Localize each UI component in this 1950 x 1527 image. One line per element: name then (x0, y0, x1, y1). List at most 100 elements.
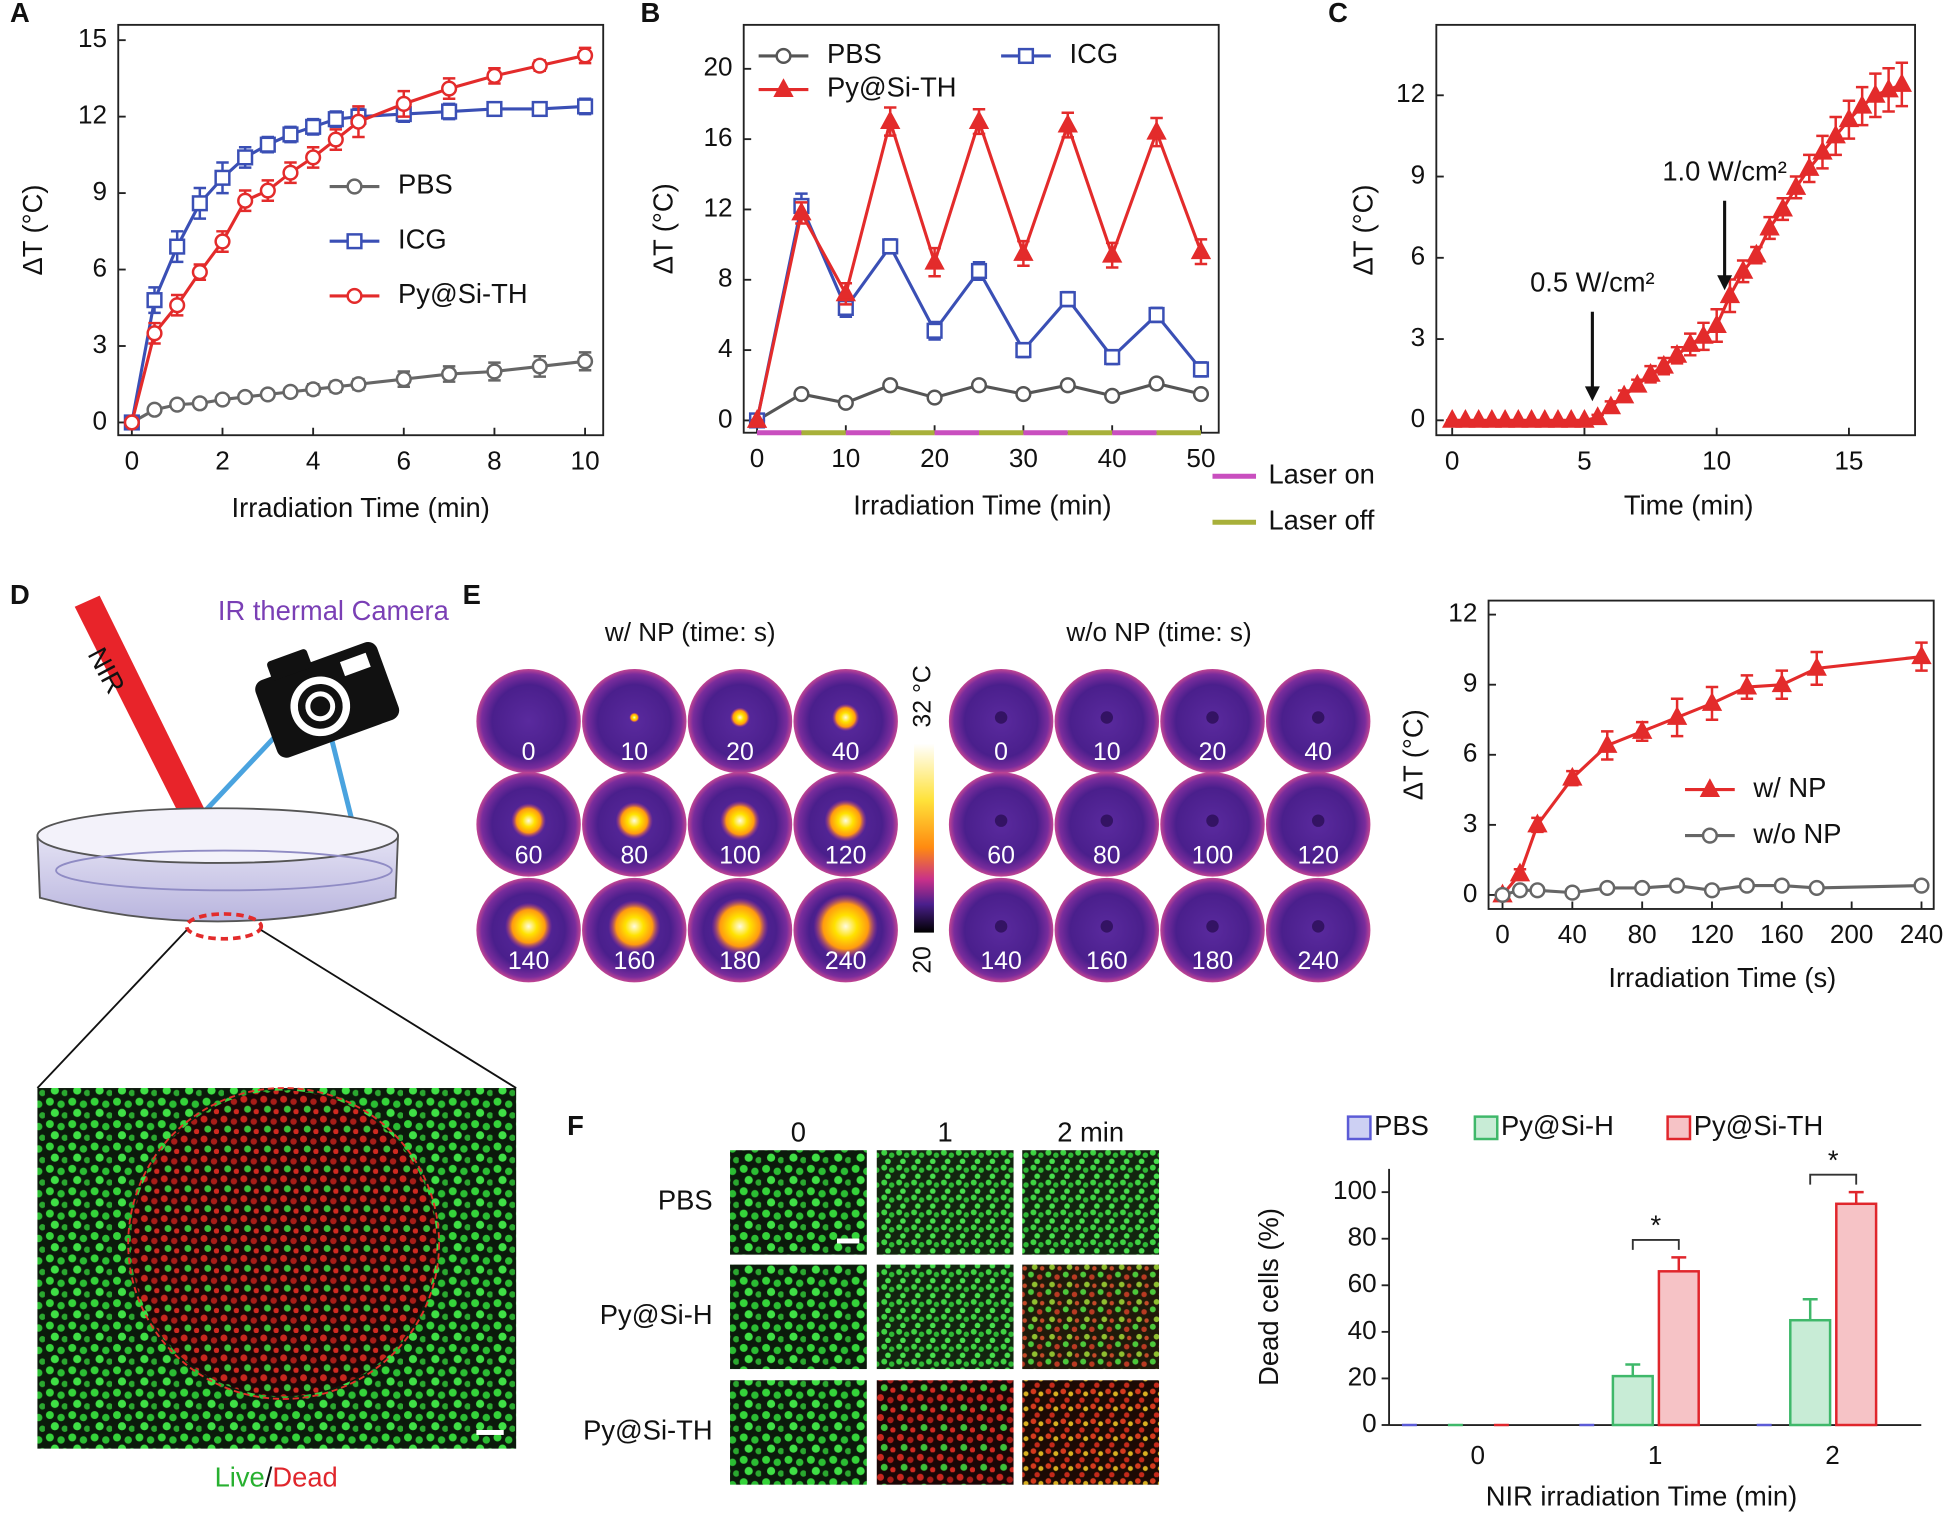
y-tick-label: 3 (1411, 322, 1426, 352)
marker (346, 233, 363, 250)
y-tick-label: 12 (78, 100, 107, 130)
marker (1891, 73, 1912, 92)
annotation: 1.0 W/cm² (1662, 156, 1787, 187)
annotation-arrowhead (1584, 386, 1600, 402)
marker (791, 201, 812, 221)
thermal-title: w/ NP (time: s) (604, 617, 776, 647)
x-tick-label: 120 (1690, 919, 1734, 949)
plot-frame (742, 23, 1220, 434)
marker (1600, 395, 1622, 415)
legend-label: PBS (1374, 1110, 1429, 1141)
live-dead-legend: Live/Dead (215, 1462, 338, 1493)
y-axis-label: ΔT (°C) (648, 183, 679, 274)
dish-center (1311, 920, 1325, 933)
marker (1738, 877, 1756, 894)
marker (1808, 879, 1825, 897)
legend-label: Py@Si-TH (398, 278, 528, 309)
marker (1851, 94, 1873, 114)
marker (1192, 385, 1210, 403)
marker (924, 250, 945, 270)
marker (1806, 657, 1827, 676)
marker (1146, 120, 1167, 140)
micrograph (1022, 1380, 1160, 1485)
marker (282, 383, 299, 400)
marker (191, 195, 208, 212)
marker (305, 381, 322, 398)
marker (1574, 409, 1595, 428)
row-label: PBS (658, 1185, 713, 1216)
marker (346, 178, 363, 195)
marker (305, 118, 322, 135)
y-tick-label: 0 (1362, 1408, 1377, 1438)
marker (1699, 778, 1721, 798)
time-label: 140 (508, 947, 549, 975)
marker (1481, 409, 1503, 428)
y-tick-label: 0 (1463, 878, 1478, 908)
micrograph (1022, 1150, 1160, 1255)
x-tick-label: 200 (1830, 919, 1874, 949)
legend-swatch (1346, 1115, 1372, 1141)
marker (486, 363, 503, 380)
series-line (130, 104, 586, 423)
x-axis-label: Irradiation Time (min) (853, 490, 1111, 521)
marker (327, 111, 344, 128)
marker (327, 131, 344, 148)
thermal-images: w/ NP (time: s) w/o NP (time: s) 32 °C 2… (476, 617, 1371, 983)
time-label: 80 (620, 841, 648, 869)
marker (282, 126, 299, 143)
marker (146, 401, 163, 418)
x-tick-label: 5 (1577, 445, 1592, 475)
marker (1634, 879, 1651, 897)
marker (1494, 409, 1516, 428)
time-label: 40 (832, 738, 860, 766)
marker (1911, 645, 1932, 665)
marker (486, 100, 503, 118)
marker (968, 110, 990, 130)
dead-region (130, 1090, 437, 1397)
thermal-title: w/o NP (time: s) (1065, 617, 1251, 647)
x-tick-label: 0 (125, 445, 140, 475)
marker (1057, 113, 1078, 133)
marker (1564, 884, 1581, 901)
y-tick-label: 80 (1348, 1222, 1377, 1252)
x-tick-label: 10 (831, 443, 860, 473)
marker (486, 67, 503, 84)
marker (441, 365, 458, 383)
marker (1799, 157, 1820, 176)
y-tick-label: 16 (703, 122, 732, 152)
marker (1878, 78, 1899, 98)
marker (1442, 409, 1463, 428)
marker (169, 238, 186, 255)
marker (1508, 409, 1529, 428)
marker (1701, 827, 1718, 844)
setup-diagram: NIR IR thermal Camera Live/Dead (36, 595, 517, 1493)
marker (926, 389, 943, 406)
dish-center (1311, 814, 1325, 827)
legend-swatch (1666, 1115, 1692, 1141)
marker (1059, 291, 1076, 308)
y-tick-label: 12 (1396, 78, 1425, 108)
marker (773, 78, 794, 97)
marker (123, 414, 140, 431)
marker (970, 262, 988, 280)
marker (835, 282, 856, 302)
hot-spot (615, 802, 653, 840)
panel-label: B (641, 0, 661, 28)
dead-label: Dead (272, 1462, 337, 1493)
time-label: 140 (980, 947, 1021, 975)
marker (259, 182, 276, 199)
marker (395, 371, 412, 388)
time-label: 160 (614, 947, 655, 975)
micrograph (876, 1150, 1014, 1255)
panel-label: E (463, 579, 481, 610)
marker (531, 100, 548, 118)
marker (146, 292, 163, 309)
marker (1772, 197, 1793, 217)
zoom-region (184, 912, 264, 941)
bar (1789, 1318, 1832, 1427)
plot-frame (117, 23, 605, 437)
time-label: 240 (825, 947, 866, 975)
time-label: 0 (522, 738, 536, 766)
x-tick-label: 50 (1186, 443, 1215, 473)
y-tick-label: 8 (718, 263, 733, 293)
